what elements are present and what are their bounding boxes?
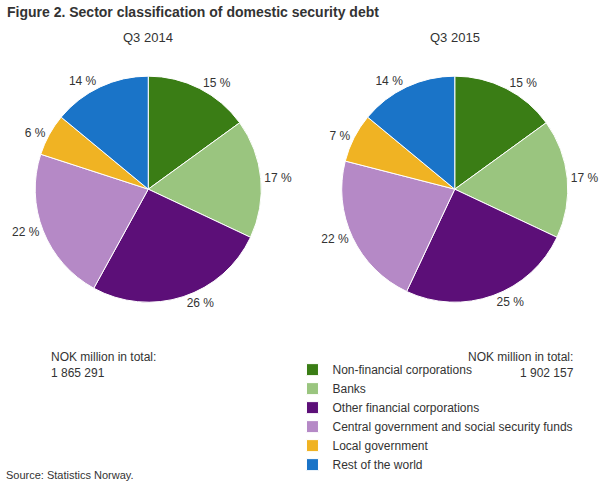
svg-text:7 %: 7 % — [330, 129, 351, 143]
svg-text:Local government: Local government — [332, 439, 428, 453]
svg-text:14 %: 14 % — [69, 74, 97, 88]
svg-text:Banks: Banks — [332, 382, 365, 396]
svg-text:17 %: 17 % — [571, 171, 599, 185]
svg-text:17 %: 17 % — [264, 171, 292, 185]
svg-text:Figure 2. Sector classificatio: Figure 2. Sector classification of domes… — [7, 4, 379, 20]
svg-text:Source: Statistics Norway.: Source: Statistics Norway. — [6, 469, 134, 481]
svg-text:15 %: 15 % — [203, 76, 231, 90]
svg-text:NOK million in total:1 865 291: NOK million in total:1 865 291 — [51, 350, 156, 380]
svg-text:22 %: 22 % — [12, 225, 40, 239]
svg-text:26 %: 26 % — [187, 296, 215, 310]
svg-text:Q3 2014: Q3 2014 — [123, 30, 173, 45]
svg-text:Central government and social: Central government and social security f… — [332, 420, 572, 434]
svg-text:NOK million in total:1 902 157: NOK million in total:1 902 157 — [468, 350, 574, 380]
svg-text:Q3 2015: Q3 2015 — [430, 30, 480, 45]
svg-text:Rest of the world: Rest of the world — [332, 458, 422, 472]
svg-text:15 %: 15 % — [510, 76, 538, 90]
svg-text:25 %: 25 % — [497, 295, 525, 309]
svg-text:Other financial corporations: Other financial corporations — [332, 401, 479, 415]
svg-text:6 %: 6 % — [25, 126, 46, 140]
svg-text:Non-financial corporations: Non-financial corporations — [332, 363, 471, 377]
svg-text:14 %: 14 % — [375, 74, 403, 88]
svg-text:22 %: 22 % — [321, 232, 349, 246]
